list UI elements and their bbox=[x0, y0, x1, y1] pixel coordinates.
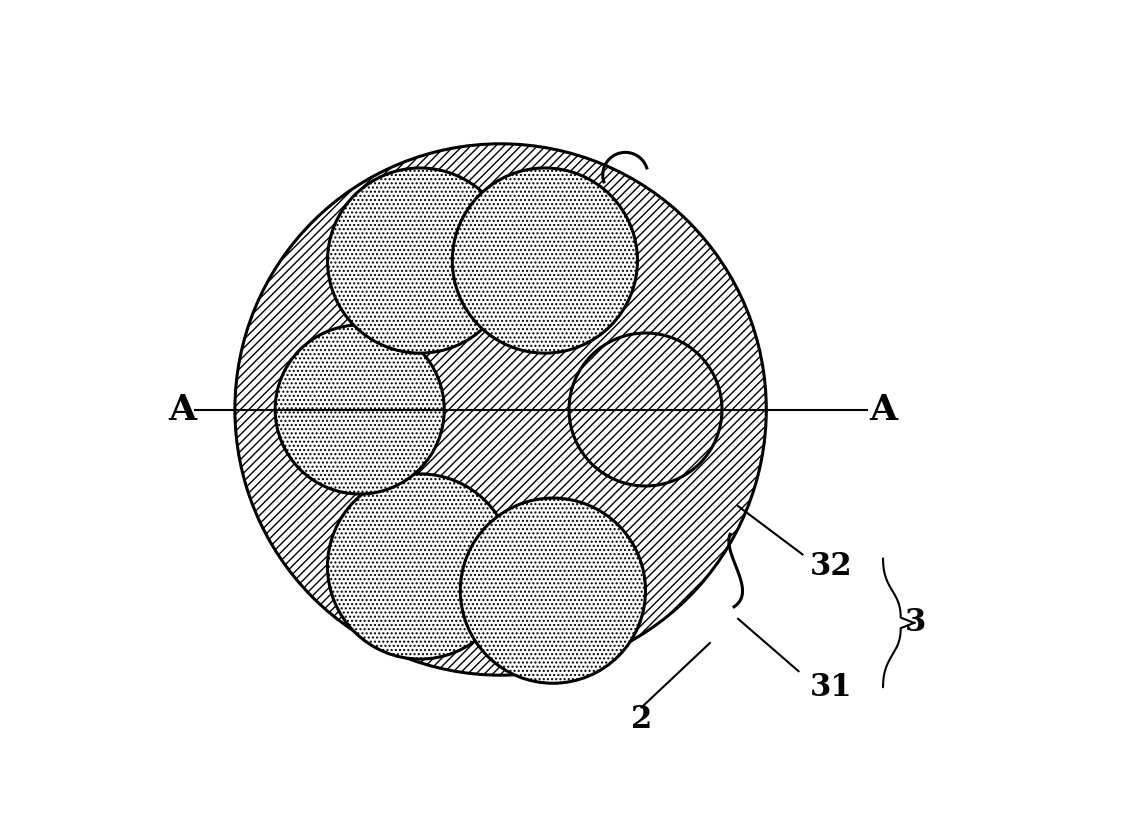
Circle shape bbox=[328, 474, 513, 659]
Text: 3: 3 bbox=[904, 608, 925, 638]
Text: A: A bbox=[168, 392, 197, 427]
Circle shape bbox=[328, 168, 513, 353]
Circle shape bbox=[452, 168, 637, 353]
Text: 32: 32 bbox=[809, 551, 852, 582]
Text: 2: 2 bbox=[631, 704, 652, 735]
Circle shape bbox=[276, 325, 444, 494]
Text: A: A bbox=[869, 392, 897, 427]
Circle shape bbox=[460, 498, 645, 683]
Text: 31: 31 bbox=[809, 672, 852, 703]
Circle shape bbox=[235, 144, 766, 675]
Circle shape bbox=[570, 333, 722, 486]
